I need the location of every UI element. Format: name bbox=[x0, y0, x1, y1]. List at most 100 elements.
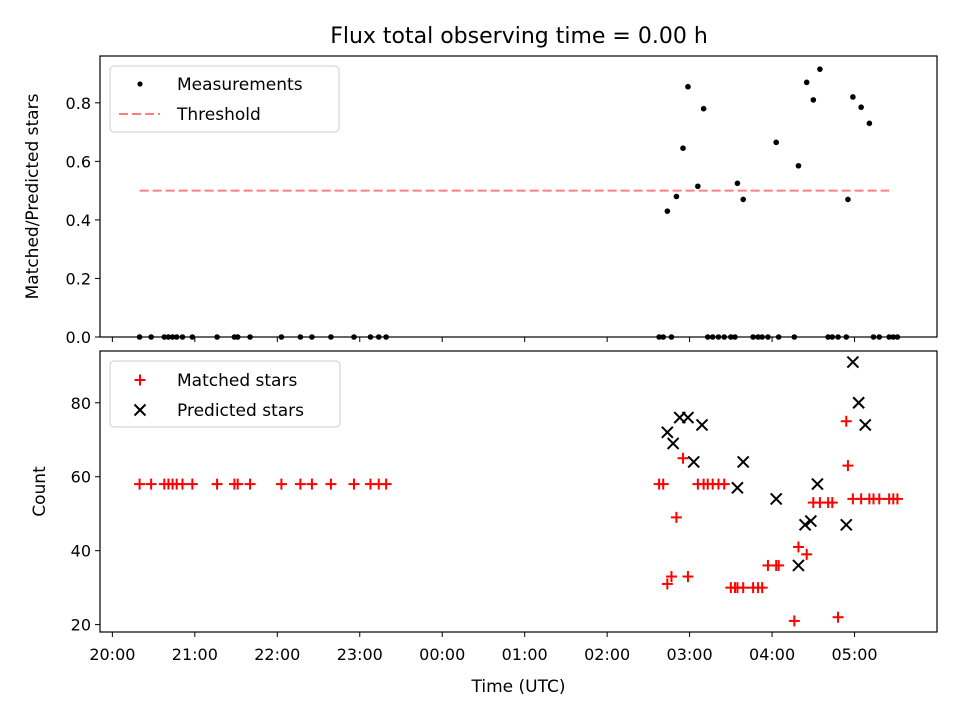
y-tick-label: 60 bbox=[71, 468, 91, 487]
matched-star-point bbox=[891, 493, 903, 505]
matched-star-point bbox=[294, 478, 306, 490]
predicted-star-point bbox=[661, 426, 674, 439]
bottom-axes: 20 40 60 80 20:00 21:00 22:00 23:00 00:00 01:00 02… bbox=[30, 350, 938, 697]
top-legend-box bbox=[109, 65, 340, 133]
bottom-axes-series bbox=[134, 355, 903, 627]
measurement-point bbox=[810, 97, 817, 103]
predicted-star-point bbox=[811, 477, 824, 491]
predicted-star-point bbox=[804, 514, 818, 528]
bottom-legend: Matched stars Predicted stars bbox=[109, 360, 341, 428]
matched-star-point bbox=[325, 478, 337, 490]
matched-star-point bbox=[134, 478, 146, 490]
matched-star-point bbox=[682, 571, 694, 583]
y-tick-label: 20 bbox=[71, 616, 91, 635]
matched-star-point bbox=[348, 478, 360, 490]
legend-predicted-label: Predicted stars bbox=[177, 401, 304, 421]
measurement-point bbox=[680, 145, 686, 152]
bottom-axes-frame bbox=[99, 350, 938, 633]
x-tick-label: 00:00 bbox=[419, 645, 465, 664]
measurement-point bbox=[664, 208, 671, 214]
bottom-axes-ticks: 20 40 60 80 20:00 21:00 22:00 23:00 00:00 01:00 02… bbox=[71, 394, 878, 664]
top-axes: 0.00.20.40.60.8 Matched/Predicted stars … bbox=[23, 55, 938, 347]
measurement-point bbox=[803, 79, 810, 86]
measurement-point bbox=[734, 180, 741, 187]
predicted-star-point bbox=[695, 418, 709, 432]
predicted-star-point bbox=[840, 518, 853, 531]
y-tick-label: 0.8 bbox=[66, 94, 91, 113]
x-tick-label: 05:00 bbox=[831, 645, 877, 664]
matched-star-point bbox=[792, 541, 804, 553]
y-tick-label: 40 bbox=[71, 542, 91, 561]
matched-star-point bbox=[718, 478, 730, 490]
measurement-point bbox=[685, 83, 691, 90]
matched-star-point bbox=[832, 611, 844, 623]
top-y-axis-label: Matched/Predicted stars bbox=[23, 93, 43, 299]
top-axes-series bbox=[136, 66, 901, 340]
x-tick-label: 23:00 bbox=[337, 645, 383, 664]
x-tick-label: 01:00 bbox=[502, 645, 548, 664]
matched-star-point bbox=[773, 559, 785, 571]
matched-star-point bbox=[145, 478, 157, 490]
matched-star-point bbox=[211, 478, 223, 490]
legend-predicted-x bbox=[133, 403, 147, 417]
matched-star-point bbox=[756, 582, 768, 594]
matched-star-point bbox=[826, 497, 838, 509]
matched-star-point bbox=[657, 478, 669, 490]
x-tick-label: 21:00 bbox=[172, 645, 218, 664]
matched-star-point bbox=[670, 511, 682, 523]
predicted-star-point bbox=[687, 455, 700, 469]
predicted-star-point bbox=[666, 437, 680, 450]
top-axes-frame bbox=[99, 55, 938, 338]
matched-star-point bbox=[788, 615, 800, 627]
measurement-point bbox=[817, 66, 823, 72]
bottom-legend-box bbox=[109, 360, 341, 428]
matched-star-point bbox=[661, 578, 673, 590]
matched-star-point bbox=[737, 582, 749, 594]
measurement-point bbox=[845, 196, 851, 203]
x-axis-label: Time (UTC) bbox=[471, 677, 566, 697]
matched-star-point bbox=[665, 571, 677, 583]
measurement-point bbox=[773, 139, 779, 146]
matched-star-point bbox=[840, 415, 852, 427]
legend-matched-marker bbox=[134, 374, 146, 386]
y-tick-label: 0.0 bbox=[66, 328, 91, 347]
predicted-star-point bbox=[852, 396, 865, 409]
legend-predicted-marker bbox=[133, 403, 147, 417]
legend-matched-plus bbox=[134, 374, 146, 386]
matched-star-point bbox=[186, 478, 198, 490]
measurement-point bbox=[740, 196, 747, 203]
figure-title: Flux total observing time = 0.00 h bbox=[330, 24, 708, 49]
x-tick-label: 20:00 bbox=[89, 645, 135, 664]
matched-star-point bbox=[306, 478, 318, 490]
predicted-star-point bbox=[798, 518, 812, 531]
measurement-point bbox=[795, 162, 802, 169]
measurement-point bbox=[858, 104, 864, 111]
legend-matched-label: Matched stars bbox=[177, 371, 297, 391]
matched-star-point bbox=[232, 478, 244, 490]
y-tick-label: 0.2 bbox=[66, 269, 91, 288]
y-tick-label: 80 bbox=[71, 394, 91, 413]
bottom-y-axis-label: Count bbox=[30, 466, 50, 517]
x-tick-label: 02:00 bbox=[584, 645, 630, 664]
x-tick-label: 22:00 bbox=[254, 645, 300, 664]
matched-star-point bbox=[842, 460, 854, 472]
matched-star-point bbox=[677, 452, 689, 464]
x-tick-label: 04:00 bbox=[749, 645, 795, 664]
y-tick-label: 0.6 bbox=[66, 152, 91, 171]
measurement-point bbox=[673, 193, 680, 200]
measurement-point bbox=[850, 94, 856, 100]
predicted-star-point bbox=[846, 355, 860, 369]
matched-star-point bbox=[275, 478, 287, 490]
predicted-star-point bbox=[769, 492, 783, 506]
legend-measurements-label: Measurements bbox=[177, 75, 303, 95]
predicted-star-point bbox=[731, 481, 744, 495]
measurement-point bbox=[700, 105, 707, 112]
predicted-star-point bbox=[681, 411, 695, 424]
legend-measurements-marker bbox=[137, 81, 143, 87]
predicted-star-point bbox=[737, 455, 750, 469]
matched-star-point bbox=[801, 548, 813, 560]
measurement-point bbox=[695, 183, 701, 190]
legend-threshold-label: Threshold bbox=[176, 105, 261, 125]
matched-star-point bbox=[873, 493, 885, 505]
